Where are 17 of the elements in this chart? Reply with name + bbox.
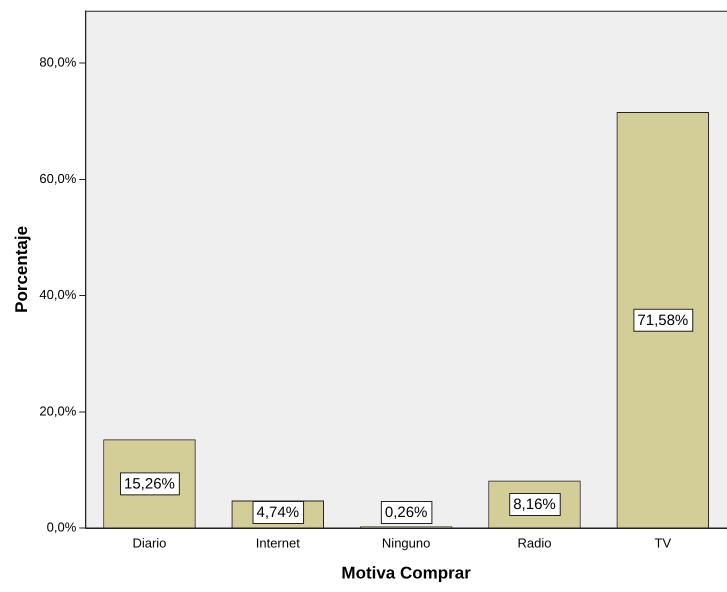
y-tick-label: 60,0%: [39, 170, 77, 186]
x-tick-label: Internet: [256, 535, 300, 550]
data-label: 4,74%: [256, 504, 300, 522]
y-tick-label: 20,0%: [39, 403, 77, 418]
data-label: 8,16%: [513, 496, 556, 514]
x-tick-label: TV: [654, 535, 672, 550]
y-axis-title: Porcentaje: [12, 226, 31, 313]
data-label: 71,58%: [637, 312, 688, 329]
x-tick-label: Ninguno: [382, 535, 430, 550]
data-label: 15,26%: [124, 476, 175, 493]
data-label: 0,26%: [384, 504, 428, 522]
y-tick-label: 80,0%: [39, 54, 77, 70]
x-axis-title: Motiva Comprar: [341, 563, 472, 582]
x-tick-label: Radio: [517, 535, 552, 550]
x-tick-label: Diario: [132, 535, 166, 550]
y-tick-label: 0,0%: [46, 520, 77, 535]
y-tick-label: 40,0%: [39, 287, 77, 302]
